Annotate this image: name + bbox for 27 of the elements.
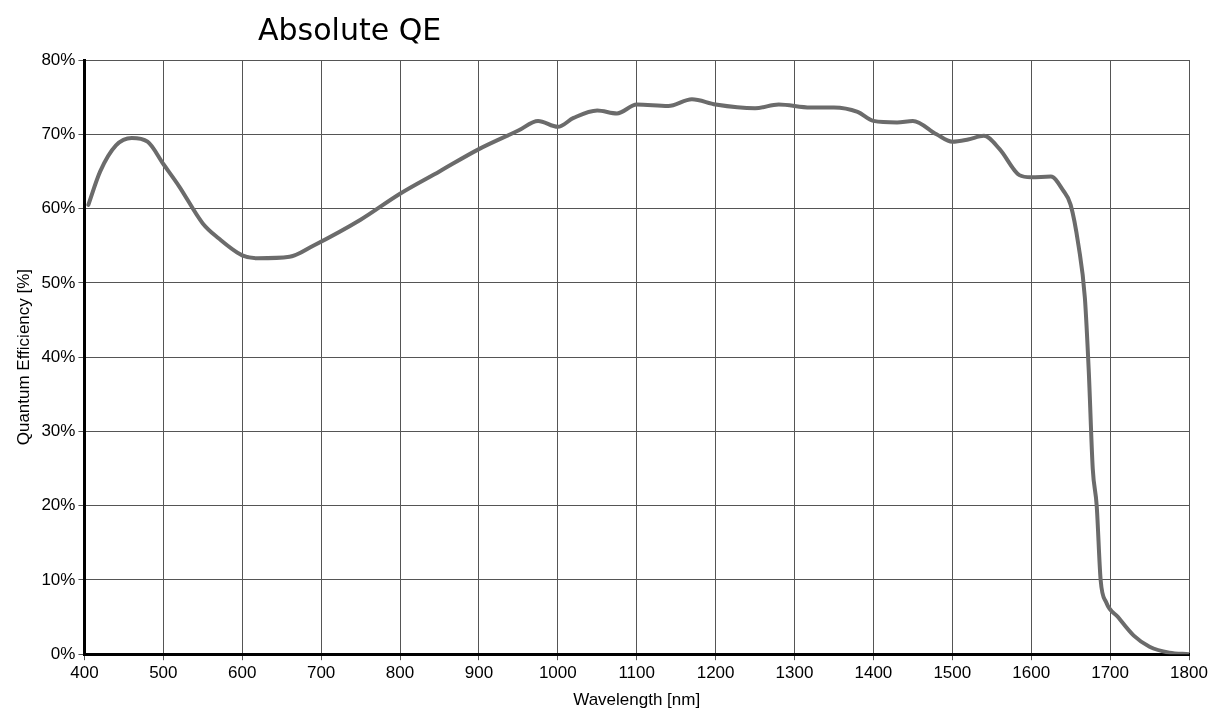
- y-tick-label: 30%: [41, 421, 76, 441]
- x-axis-title: Wavelength [nm]: [573, 690, 701, 710]
- x-tick-label: 700: [306, 663, 336, 683]
- x-tick-label: 1500: [933, 663, 972, 683]
- x-tick-label: 800: [385, 663, 415, 683]
- y-tick-label: 10%: [41, 569, 76, 589]
- y-tick-label: 60%: [41, 198, 76, 218]
- x-tick-label: 1100: [618, 663, 655, 683]
- y-tick-label: 20%: [41, 495, 76, 515]
- x-tick-label: 1800: [1170, 663, 1208, 683]
- x-tick-label: 400: [70, 663, 99, 683]
- chart-title: Absolute QE: [258, 12, 442, 47]
- x-tick-label: 1300: [775, 663, 814, 683]
- x-tick-label: 900: [464, 663, 494, 683]
- x-tick-label: 1700: [1091, 663, 1130, 683]
- y-tick-label: 40%: [41, 346, 76, 366]
- x-tick-label: 1400: [854, 663, 893, 683]
- y-tick-label: 70%: [41, 123, 76, 143]
- x-tick-label: 1000: [538, 663, 577, 683]
- y-tick-label: 80%: [41, 49, 76, 69]
- y-tick-label: 50%: [41, 272, 76, 292]
- x-tick-label: 600: [228, 663, 257, 683]
- x-tick-label: 500: [149, 663, 178, 683]
- y-tick-label: 0%: [50, 643, 76, 663]
- x-tick-label: 1600: [1012, 663, 1051, 683]
- x-tick-label: 1200: [696, 663, 735, 683]
- y-axis-title: Quantum Efficiency [%]: [13, 268, 33, 446]
